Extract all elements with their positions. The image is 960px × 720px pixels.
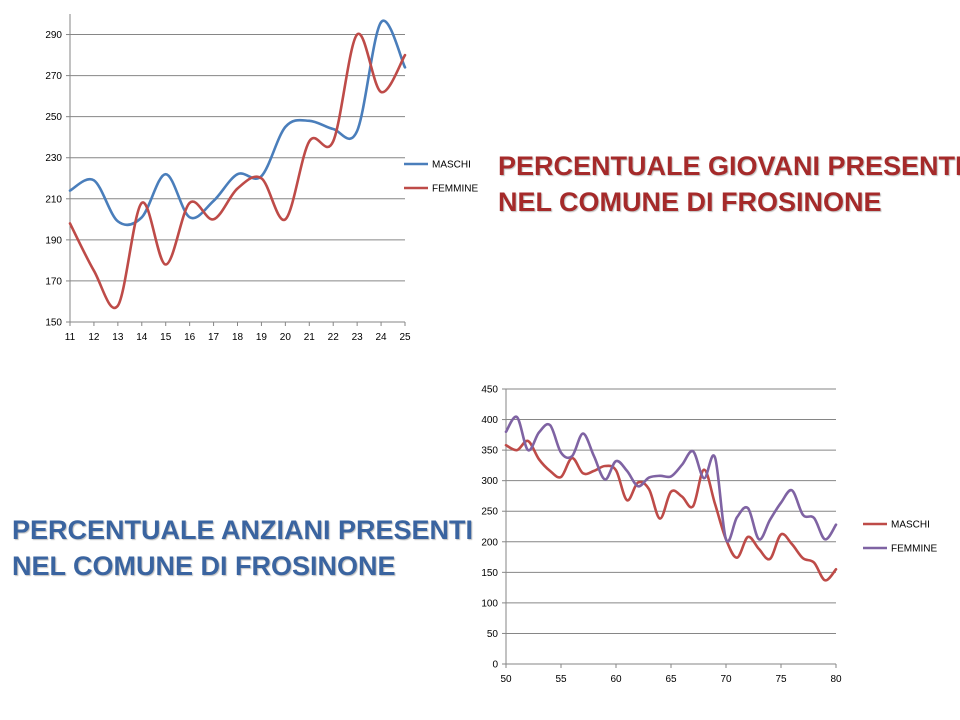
y-tick-label: 100	[481, 598, 498, 609]
y-tick-label: 400	[481, 415, 498, 426]
y-tick-label: 200	[481, 537, 498, 548]
series-line-femmine	[68, 32, 407, 310]
x-tick-label: 55	[555, 674, 567, 685]
y-tick-label: 230	[45, 153, 62, 164]
y-tick-label: 350	[481, 446, 498, 457]
x-tick-label: 19	[256, 332, 268, 343]
x-tick-label: 25	[399, 332, 411, 343]
x-tick-label: 12	[88, 332, 100, 343]
x-tick-label: 70	[720, 674, 732, 685]
series-line-maschi	[68, 19, 407, 227]
y-tick-label: 290	[45, 30, 62, 41]
y-tick-label: 170	[45, 276, 62, 287]
y-tick-label: 450	[481, 385, 498, 396]
x-tick-label: 75	[775, 674, 787, 685]
y-tick-label: 190	[45, 235, 62, 246]
x-tick-label: 60	[610, 674, 622, 685]
heading-giovani-line1: PERCENTUALE GIOVANI PRESENTI	[498, 151, 960, 181]
heading-anziani-line2: NEL COMUNE DI FROSINONE	[12, 551, 396, 581]
heading-anziani: PERCENTUALE ANZIANI PRESENTI NEL COMUNE …	[12, 512, 473, 584]
legend-label-maschi: MASCHI	[432, 160, 471, 171]
heading-giovani: PERCENTUALE GIOVANI PRESENTI NEL COMUNE …	[498, 148, 960, 220]
x-tick-label: 22	[328, 332, 340, 343]
legend-label-femmine: FEMMINE	[891, 544, 937, 555]
x-tick-label: 13	[112, 332, 124, 343]
x-tick-label: 17	[208, 332, 220, 343]
y-tick-label: 250	[481, 507, 498, 518]
x-tick-label: 16	[184, 332, 196, 343]
x-tick-label: 11	[65, 332, 76, 343]
x-tick-label: 21	[304, 332, 316, 343]
y-tick-label: 150	[481, 568, 498, 579]
x-tick-label: 18	[232, 332, 244, 343]
legend-label-femmine: FEMMINE	[432, 184, 478, 195]
y-tick-label: 210	[45, 194, 62, 205]
heading-anziani-line1: PERCENTUALE ANZIANI PRESENTI	[12, 515, 474, 545]
y-tick-label: 50	[487, 629, 499, 640]
y-tick-label: 250	[45, 112, 62, 123]
y-tick-label: 300	[481, 476, 498, 487]
series-line-femmine	[504, 415, 838, 543]
chart-giovani: 150 170 190 210 230 250 270 290 11 12 13 14 15 16 17 18…	[45, 14, 478, 343]
y-tick-label: 270	[45, 71, 62, 82]
x-tick-label: 50	[500, 674, 512, 685]
x-tick-label: 80	[830, 674, 842, 685]
x-tick-label: 24	[376, 332, 388, 343]
heading-giovani-line2: NEL COMUNE DI FROSINONE	[498, 187, 882, 217]
y-tick-label: 0	[492, 660, 498, 671]
legend-label-maschi: MASCHI	[891, 520, 930, 531]
x-tick-label: 65	[665, 674, 677, 685]
x-tick-label: 15	[160, 332, 172, 343]
y-tick-label: 150	[45, 318, 62, 329]
x-tick-label: 20	[280, 332, 292, 343]
x-tick-label: 14	[136, 332, 148, 343]
x-tick-label: 23	[352, 332, 364, 343]
series-line-maschi	[504, 439, 838, 582]
